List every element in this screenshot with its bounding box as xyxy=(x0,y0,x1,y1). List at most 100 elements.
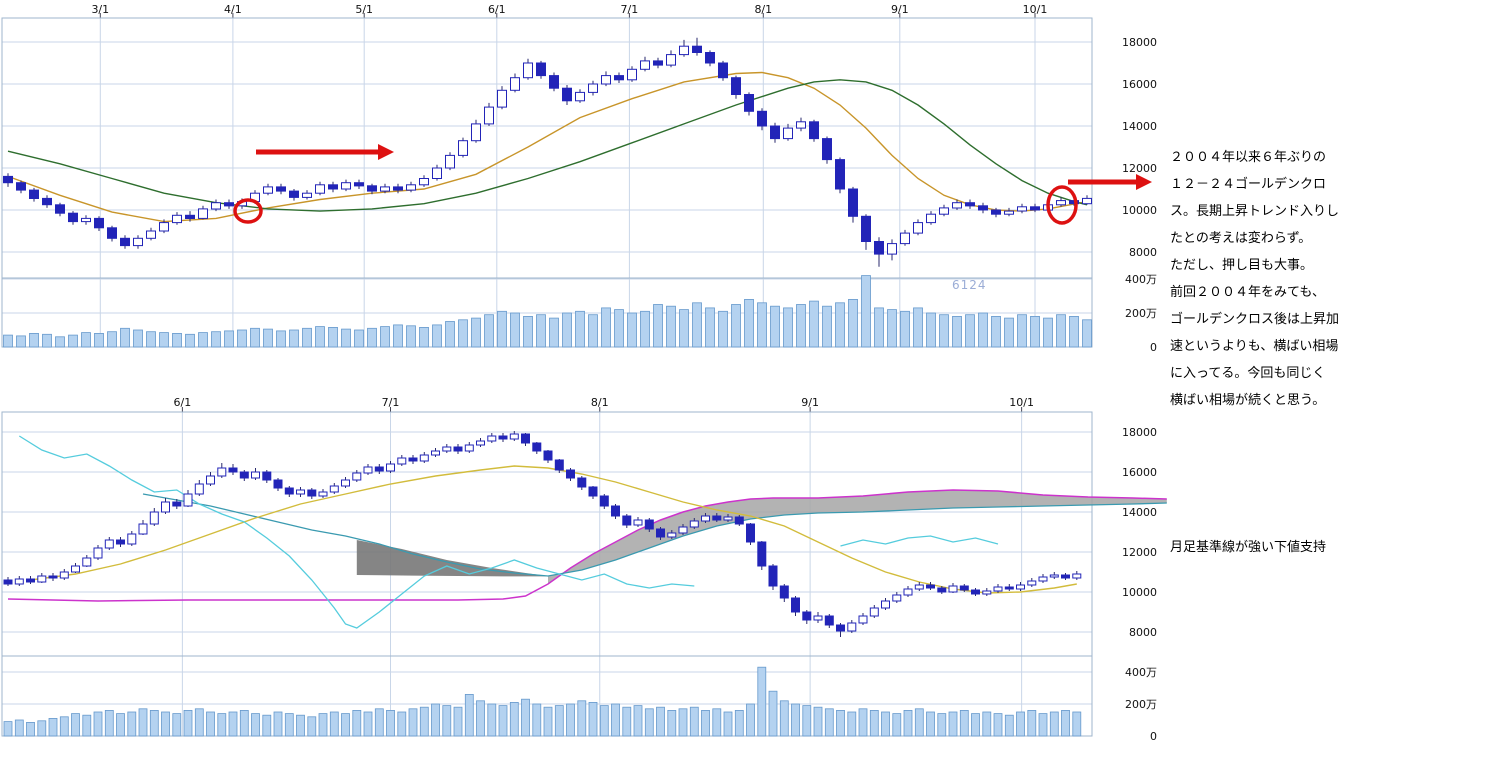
date-tick-label: 6/1 xyxy=(174,396,192,409)
volume-axis-label: 400万 xyxy=(1125,666,1157,679)
volume-bar xyxy=(991,315,1001,348)
volume-bar xyxy=(352,710,362,737)
volume-bar xyxy=(768,690,778,737)
volume-bar xyxy=(523,315,533,348)
volume-bar xyxy=(892,713,902,737)
candle-up xyxy=(206,475,215,485)
volume-bar xyxy=(408,708,418,737)
volume-bar xyxy=(575,310,585,348)
ma-25-line xyxy=(30,465,1077,594)
volume-bar xyxy=(644,708,654,737)
candle-up xyxy=(701,515,710,522)
volume-bar xyxy=(431,703,440,737)
volume-bar xyxy=(37,720,47,737)
analysis-note: ２００４年以来６年ぶりの １２－２４ゴールデンクロ ス。長期上昇トレンド入りし … xyxy=(1170,144,1339,414)
candle-up xyxy=(1049,574,1059,578)
ichimoku-cloud-main xyxy=(548,490,1167,584)
price-axis-label: 10000 xyxy=(1122,204,1157,217)
volume-bar xyxy=(577,700,587,737)
candle-down xyxy=(3,175,13,184)
note-line: ２００４年以来６年ぶりの xyxy=(1170,150,1327,165)
volume-bar xyxy=(723,711,733,737)
volume-bar xyxy=(458,319,468,348)
candle-up xyxy=(172,214,182,224)
candle-down xyxy=(374,466,384,472)
candle-up xyxy=(783,127,793,140)
volume-bar xyxy=(926,312,936,348)
price-axis-label: 12000 xyxy=(1122,162,1157,175)
candle-up xyxy=(892,594,902,602)
volume-bar xyxy=(554,705,564,737)
price-axis-label: 16000 xyxy=(1122,78,1157,91)
volume-bar xyxy=(363,711,373,737)
candle-up xyxy=(341,479,350,487)
volume-bar xyxy=(1061,710,1070,737)
volume-bar xyxy=(836,710,845,737)
price-axis-label: 18000 xyxy=(1122,36,1157,49)
volume-bar xyxy=(71,713,80,737)
volume-bar xyxy=(442,705,452,737)
volume-bar xyxy=(104,710,114,737)
volume-bar xyxy=(959,710,969,737)
volume-bar xyxy=(796,304,806,348)
candle-up xyxy=(1016,584,1025,590)
volume-bar xyxy=(14,719,24,737)
volume-bar xyxy=(276,330,286,348)
candle-up xyxy=(1027,580,1037,586)
volume-bar xyxy=(757,302,767,348)
plot-border xyxy=(1,411,1093,737)
volume-bar xyxy=(971,713,980,737)
candle-down xyxy=(549,75,559,89)
candle-down xyxy=(835,159,845,190)
volume-bar xyxy=(536,314,546,348)
volume-bar xyxy=(3,334,13,348)
date-tick-label: 8/1 xyxy=(754,3,772,16)
volume-bar xyxy=(914,708,924,737)
date-tick-label: 10/1 xyxy=(1023,3,1048,16)
volume-bar xyxy=(138,708,148,737)
daily-candlestick-ichimoku-chart: 6/1 7/1 8/1 9/1 10/1 18000 16000 14000 12000 1000… xyxy=(1,396,1167,743)
volume-bar xyxy=(146,331,156,348)
volume-bar xyxy=(81,332,91,348)
volume-bar xyxy=(937,713,947,737)
volume-bar xyxy=(869,710,879,737)
candle-down xyxy=(926,584,935,589)
candle-down xyxy=(731,77,741,95)
volume-bar xyxy=(965,314,975,348)
candle-up xyxy=(104,539,114,549)
candle-down xyxy=(653,60,663,66)
candle-up xyxy=(386,463,395,472)
volume-bar xyxy=(640,310,650,348)
candle-down xyxy=(521,433,530,444)
volume-bar xyxy=(521,698,530,737)
volume-bar xyxy=(328,326,338,348)
code-watermark: 6124 xyxy=(952,278,987,292)
volume-bar xyxy=(689,706,699,737)
candle-up xyxy=(431,450,440,456)
volume-bar xyxy=(653,304,663,348)
candle-down xyxy=(588,486,598,497)
volume-bar xyxy=(712,708,722,737)
candle-up xyxy=(926,213,936,224)
volume-bar xyxy=(562,312,572,348)
candle-up xyxy=(138,523,148,535)
volume-bar xyxy=(471,317,481,348)
candle-up xyxy=(900,232,910,245)
volume-bar xyxy=(211,331,221,348)
volume-bar xyxy=(262,714,272,737)
volume-bar xyxy=(627,312,637,348)
volume-bar xyxy=(464,694,474,737)
volume-bar xyxy=(127,711,137,737)
candle-up xyxy=(149,511,159,525)
volume-bar xyxy=(952,315,962,348)
volume-bar xyxy=(116,713,125,737)
volume-bar xyxy=(194,708,204,737)
volume-bar xyxy=(861,275,871,348)
volume-bar xyxy=(611,703,620,737)
volume-bar xyxy=(667,710,677,737)
volume-bar xyxy=(744,298,754,348)
candle-down xyxy=(971,589,980,595)
candle-up xyxy=(296,489,305,495)
candle-up xyxy=(146,230,156,239)
